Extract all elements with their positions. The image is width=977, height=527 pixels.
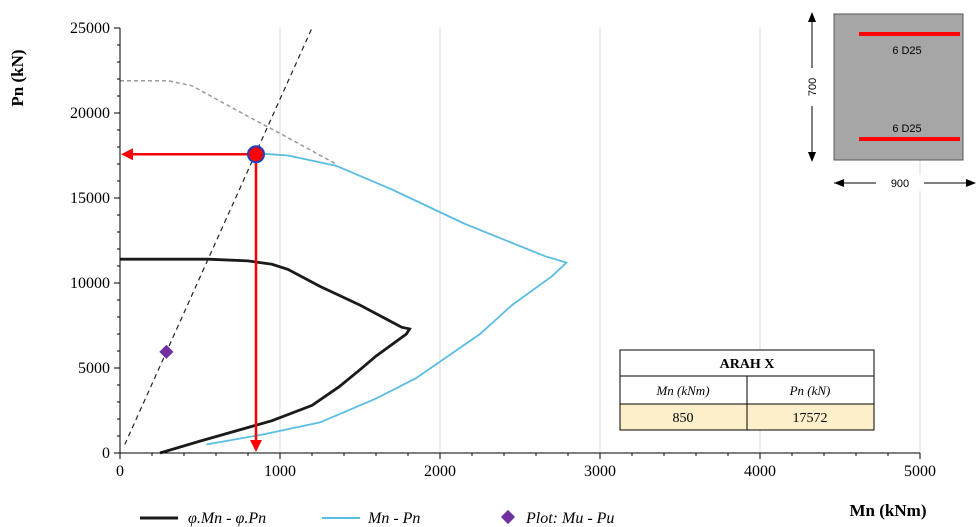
x-tick-label: 4000 <box>744 463 776 480</box>
series-point-mu-pu <box>159 344 174 359</box>
series-lines <box>120 152 569 455</box>
legend-swatch-mu-pu <box>500 509 516 525</box>
section-width-label: 900 <box>891 178 909 190</box>
table-value-pn: 17572 <box>793 411 828 426</box>
reference-lines <box>120 27 337 445</box>
x-tick-label: 0 <box>116 463 124 480</box>
dashed-origin-line <box>124 27 313 445</box>
x-tick-label: 3000 <box>584 463 616 480</box>
table-title: ARAH X <box>720 357 775 372</box>
highlight-point-marker <box>247 145 265 164</box>
table-header-pn: Pn (kN) <box>789 383 831 398</box>
arrow-down-icon <box>250 440 262 452</box>
axes <box>114 27 921 459</box>
arrow-left-icon <box>834 179 844 187</box>
x-tick-label: 1000 <box>264 463 296 480</box>
y-tick-label: 20000 <box>70 105 110 122</box>
table-value-mn: 850 <box>673 411 694 426</box>
table-title-cell <box>619 349 875 377</box>
table-header-mn: Mn (kNm) <box>655 383 709 398</box>
reading-arrows <box>121 145 265 452</box>
height-label-bg <box>804 68 820 106</box>
width-label-bg <box>876 175 924 191</box>
series-line-mn-pn <box>206 152 569 446</box>
legend-label-mu-pu: Plot: Mu - Pu <box>525 510 614 527</box>
y-tick-label: 15000 <box>70 190 110 207</box>
result-table: ARAH X Mn (kNm) Pn (kN) 850 17572 <box>619 349 875 431</box>
legend: φ.Mn - φ.Pn Mn - Pn Plot: Mu - Pu <box>140 509 614 527</box>
x-tick-label: 5000 <box>904 463 936 480</box>
arrow-right-icon <box>966 179 976 187</box>
legend-label-mn-pn: Mn - Pn <box>367 510 420 527</box>
arrow-down-icon <box>808 152 816 162</box>
legend-label-phi-mn-pn: φ.Mn - φ.Pn <box>188 510 266 527</box>
tick-labels: 0 5000 10000 15000 20000 25000 0 1000 2000 3000 40… <box>70 20 936 480</box>
y-tick-label: 10000 <box>70 275 110 292</box>
y-axis-title: Pn (kN) <box>8 49 27 106</box>
section-height-label: 700 <box>807 78 819 96</box>
y-tick-label: 25000 <box>70 20 110 37</box>
series-line-phi-mn-pn <box>120 257 412 455</box>
dashed-cap-curve <box>120 79 337 165</box>
section-top-rebar-label: 6 D25 <box>892 45 921 57</box>
x-tick-label: 2000 <box>424 463 456 480</box>
column-section-diagram: 6 D25 6 D25 700 900 <box>804 12 976 191</box>
x-axis-title: Mn (kNm) <box>850 501 927 520</box>
section-bottom-rebar-label: 6 D25 <box>892 123 921 135</box>
arrow-up-icon <box>808 12 816 22</box>
y-tick-label: 5000 <box>78 360 110 377</box>
section-concrete <box>833 13 964 161</box>
y-tick-label: 0 <box>102 445 110 462</box>
table-header-cell-pn <box>746 375 875 405</box>
table-value-cell-pn <box>746 403 875 431</box>
arrow-left-icon <box>121 148 133 161</box>
